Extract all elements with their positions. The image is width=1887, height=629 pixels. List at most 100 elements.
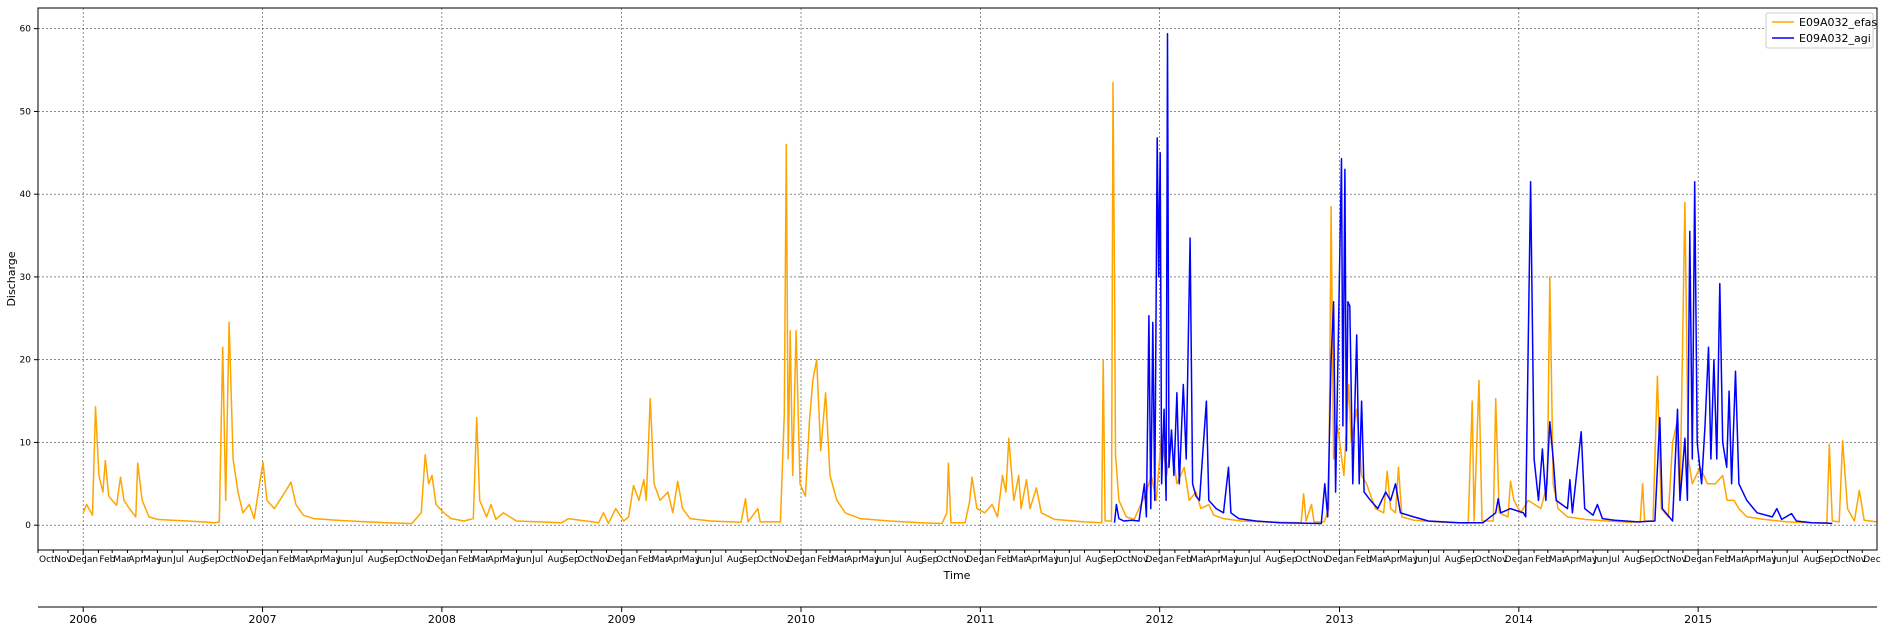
month-tick-label: Jul bbox=[1249, 555, 1261, 565]
month-tick-label: Jun bbox=[696, 555, 711, 565]
y-axis-label: Discharge bbox=[5, 251, 18, 306]
month-tick-label: Dec bbox=[69, 555, 86, 565]
month-tick-label: Apr bbox=[1205, 555, 1221, 565]
month-tick-label: Nov bbox=[1669, 555, 1687, 565]
month-tick-label: Apr bbox=[308, 555, 324, 565]
month-tick-label: Sep bbox=[1101, 555, 1118, 565]
month-tick-label: Apr bbox=[488, 555, 504, 565]
month-tick-label: Oct bbox=[39, 555, 55, 565]
month-tick-label: Sep bbox=[742, 555, 759, 565]
legend-label-agi: E09A032_agi bbox=[1799, 32, 1871, 45]
month-tick-label: May bbox=[1220, 555, 1239, 565]
month-tick-label: Aug bbox=[1803, 555, 1821, 565]
month-tick-label: Mar bbox=[831, 555, 848, 565]
month-tick-label: Sep bbox=[1819, 555, 1836, 565]
month-tick-label: Apr bbox=[1564, 555, 1580, 565]
month-tick-label: Jun bbox=[1055, 555, 1070, 565]
month-tick-label: May bbox=[682, 555, 701, 565]
month-tick-label: Feb bbox=[99, 555, 115, 565]
month-tick-label: Jun bbox=[1414, 555, 1429, 565]
month-tick-label: Nov bbox=[1849, 555, 1867, 565]
month-tick-label: Aug bbox=[1086, 555, 1104, 565]
y-tick-label: 30 bbox=[20, 273, 32, 283]
month-tick-label: Sep bbox=[1460, 555, 1477, 565]
month-tick-label: Sep bbox=[921, 555, 938, 565]
plot-frame bbox=[37, 7, 1878, 551]
month-tick-label: Mar bbox=[1010, 555, 1027, 565]
month-tick-label: Feb bbox=[458, 555, 474, 565]
month-tick-label: Nov bbox=[951, 555, 969, 565]
year-tick-label: 2012 bbox=[1146, 613, 1174, 626]
month-tick-label: Oct bbox=[757, 555, 773, 565]
month-tick-label: Jan bbox=[83, 555, 98, 565]
month-tick-label: Sep bbox=[563, 555, 580, 565]
month-tick-label: Jun bbox=[1772, 555, 1787, 565]
month-tick-label: May bbox=[1040, 555, 1059, 565]
year-axis: 2006 2007 2008 2009 2010 2011 2012 2013 2014 2015 bbox=[38, 606, 1877, 626]
month-tick-label: Jul bbox=[1069, 555, 1081, 565]
month-tick-label: Dec bbox=[607, 555, 624, 565]
month-tick-label: Mar bbox=[652, 555, 669, 565]
month-tick-label: Nov bbox=[1131, 555, 1149, 565]
month-tick-label: Aug bbox=[1445, 555, 1463, 565]
month-tick-label: Jun bbox=[517, 555, 532, 565]
month-tick-label: Mar bbox=[1369, 555, 1386, 565]
month-tick-label: Apr bbox=[1743, 555, 1759, 565]
month-tick-label: Nov bbox=[413, 555, 431, 565]
month-tick-label: May bbox=[143, 555, 162, 565]
year-tick-label: 2011 bbox=[966, 613, 994, 626]
month-tick-label: Aug bbox=[188, 555, 206, 565]
y-axis-ticks: 0 10 20 30 40 50 60 bbox=[20, 25, 38, 531]
y-tick-label: 20 bbox=[20, 356, 32, 366]
month-tick-label: Nov bbox=[1311, 555, 1329, 565]
month-tick-label: Jul bbox=[1428, 555, 1440, 565]
month-tick-label: Jan bbox=[442, 555, 457, 565]
month-tick-label: Jun bbox=[337, 555, 352, 565]
legend: E09A032_efas E09A032_agi bbox=[1765, 12, 1877, 49]
month-tick-label: Sep bbox=[204, 555, 221, 565]
month-tick-label: Jul bbox=[1787, 555, 1799, 565]
month-tick-label: Jun bbox=[1234, 555, 1249, 565]
series-line-0 bbox=[82, 81, 1878, 525]
month-tick-label: Oct bbox=[1475, 555, 1491, 565]
month-tick-label: Feb bbox=[279, 555, 295, 565]
month-tick-label: Nov bbox=[772, 555, 790, 565]
year-tick-label: 2010 bbox=[787, 613, 815, 626]
month-tick-label: Mar bbox=[472, 555, 489, 565]
legend-label-efas: E09A032_efas bbox=[1799, 16, 1877, 29]
month-tick-label: Oct bbox=[1295, 555, 1311, 565]
month-tick-label: Apr bbox=[667, 555, 683, 565]
month-tick-label: Jul bbox=[351, 555, 363, 565]
month-tick-label: Aug bbox=[727, 555, 745, 565]
month-tick-label: Sep bbox=[1281, 555, 1298, 565]
year-tick-label: 2015 bbox=[1684, 613, 1712, 626]
month-tick-label: Dec bbox=[966, 555, 983, 565]
month-tick-label: Jun bbox=[875, 555, 890, 565]
month-tick-label: Jul bbox=[172, 555, 184, 565]
month-tick-label: Dec bbox=[1505, 555, 1522, 565]
month-tick-label: Jul bbox=[1608, 555, 1620, 565]
month-tick-label: Aug bbox=[906, 555, 924, 565]
month-tick-label: Feb bbox=[1176, 555, 1192, 565]
month-tick-label: Feb bbox=[1535, 555, 1551, 565]
month-tick-label: Dec bbox=[787, 555, 804, 565]
month-tick-label: Jan bbox=[1160, 555, 1175, 565]
month-tick-label: Jan bbox=[1698, 555, 1713, 565]
month-tick-label: Mar bbox=[113, 555, 130, 565]
month-tick-label: Mar bbox=[1190, 555, 1207, 565]
month-tick-label: Apr bbox=[128, 555, 144, 565]
month-tick-label: Feb bbox=[1714, 555, 1730, 565]
month-tick-label: May bbox=[1579, 555, 1598, 565]
month-tick-label: Aug bbox=[1265, 555, 1283, 565]
month-tick-label: Oct bbox=[936, 555, 952, 565]
month-tick-label: Jan bbox=[1339, 555, 1354, 565]
month-tick-label: Dec bbox=[1145, 555, 1162, 565]
month-tick-label: May bbox=[1399, 555, 1418, 565]
month-tick-label: Dec bbox=[1684, 555, 1701, 565]
month-tick-label: Aug bbox=[548, 555, 566, 565]
year-tick-label: 2006 bbox=[69, 613, 97, 626]
year-tick-label: 2013 bbox=[1325, 613, 1353, 626]
month-tick-label: Apr bbox=[1026, 555, 1042, 565]
month-tick-label: May bbox=[861, 555, 880, 565]
